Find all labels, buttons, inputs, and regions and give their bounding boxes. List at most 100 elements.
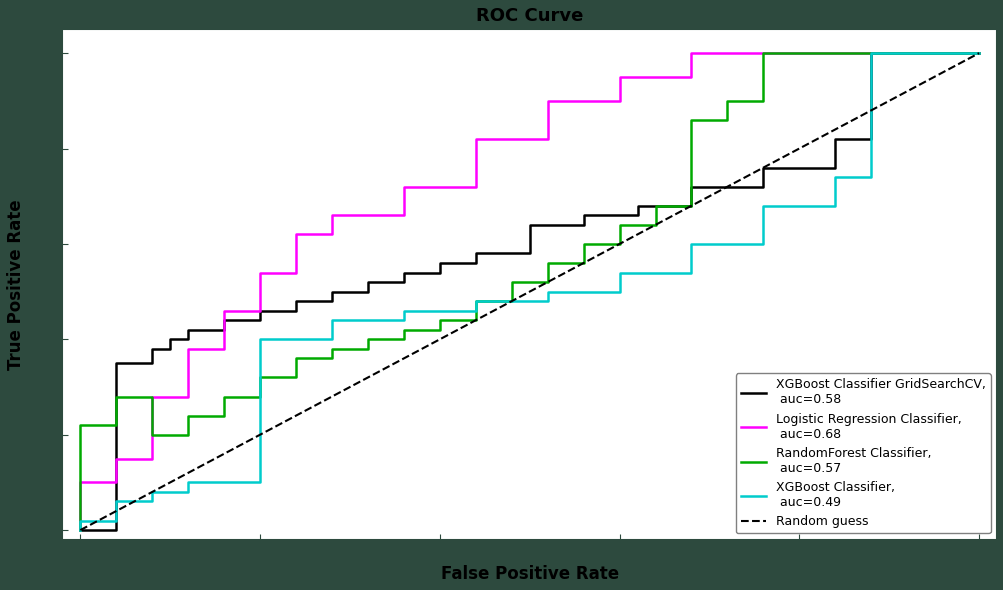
XGBoost Classifier GridSearchCV,
 auc=0.58	[524, 250, 536, 257]
XGBoost Classifier GridSearchCV,
 auc=0.58	[182, 326, 194, 333]
RandomForest Classifier,
 auc=0.57	[326, 355, 338, 362]
XGBoost Classifier GridSearchCV,
 auc=0.58	[254, 317, 266, 324]
RandomForest Classifier,
 auc=0.57	[542, 278, 554, 286]
RandomForest Classifier,
 auc=0.57	[397, 326, 409, 333]
Logistic Regression Classifier,
 auc=0.68	[542, 97, 554, 104]
Title: ROC Curve: ROC Curve	[475, 7, 583, 25]
RandomForest Classifier,
 auc=0.57	[542, 260, 554, 267]
XGBoost Classifier,
 auc=0.49	[542, 297, 554, 304]
XGBoost Classifier GridSearchCV,
 auc=0.58	[164, 345, 177, 352]
XGBoost Classifier GridSearchCV,
 auc=0.58	[577, 221, 589, 228]
Logistic Regression Classifier,
 auc=0.68	[326, 231, 338, 238]
XGBoost Classifier,
 auc=0.49	[865, 173, 877, 181]
RandomForest Classifier,
 auc=0.57	[182, 412, 194, 419]
XGBoost Classifier GridSearchCV,
 auc=0.58	[146, 345, 158, 352]
RandomForest Classifier,
 auc=0.57	[469, 297, 481, 304]
RandomForest Classifier,
 auc=0.57	[649, 221, 661, 228]
XGBoost Classifier,
 auc=0.49	[397, 317, 409, 324]
Logistic Regression Classifier,
 auc=0.68	[146, 455, 158, 462]
XGBoost Classifier GridSearchCV,
 auc=0.58	[361, 278, 373, 286]
XGBoost Classifier,
 auc=0.49	[110, 517, 122, 524]
Logistic Regression Classifier,
 auc=0.68	[613, 73, 625, 80]
XGBoost Classifier GridSearchCV,
 auc=0.58	[433, 260, 445, 267]
XGBoost Classifier GridSearchCV,
 auc=0.58	[290, 297, 302, 304]
XGBoost Classifier GridSearchCV,
 auc=0.58	[74, 526, 86, 533]
Logistic Regression Classifier,
 auc=0.68	[469, 183, 481, 190]
RandomForest Classifier,
 auc=0.57	[110, 422, 122, 429]
Logistic Regression Classifier,
 auc=0.68	[218, 345, 230, 352]
XGBoost Classifier,
 auc=0.49	[146, 489, 158, 496]
RandomForest Classifier,
 auc=0.57	[290, 355, 302, 362]
Logistic Regression Classifier,
 auc=0.68	[326, 212, 338, 219]
RandomForest Classifier,
 auc=0.57	[506, 278, 518, 286]
XGBoost Classifier GridSearchCV,
 auc=0.58	[828, 136, 841, 143]
RandomForest Classifier,
 auc=0.57	[146, 393, 158, 400]
RandomForest Classifier,
 auc=0.57	[218, 393, 230, 400]
RandomForest Classifier,
 auc=0.57	[792, 50, 804, 57]
XGBoost Classifier,
 auc=0.49	[865, 50, 877, 57]
RandomForest Classifier,
 auc=0.57	[290, 374, 302, 381]
RandomForest Classifier,
 auc=0.57	[433, 317, 445, 324]
XGBoost Classifier,
 auc=0.49	[254, 336, 266, 343]
RandomForest Classifier,
 auc=0.57	[721, 97, 733, 104]
Line: XGBoost Classifier,
 auc=0.49: XGBoost Classifier, auc=0.49	[80, 53, 978, 530]
Logistic Regression Classifier,
 auc=0.68	[146, 393, 158, 400]
Logistic Regression Classifier,
 auc=0.68	[972, 50, 984, 57]
XGBoost Classifier GridSearchCV,
 auc=0.58	[182, 336, 194, 343]
XGBoost Classifier GridSearchCV,
 auc=0.58	[397, 278, 409, 286]
RandomForest Classifier,
 auc=0.57	[577, 240, 589, 247]
RandomForest Classifier,
 auc=0.57	[972, 50, 984, 57]
RandomForest Classifier,
 auc=0.57	[361, 336, 373, 343]
XGBoost Classifier,
 auc=0.49	[972, 50, 984, 57]
RandomForest Classifier,
 auc=0.57	[74, 422, 86, 429]
Logistic Regression Classifier,
 auc=0.68	[469, 136, 481, 143]
XGBoost Classifier GridSearchCV,
 auc=0.58	[254, 307, 266, 314]
XGBoost Classifier GridSearchCV,
 auc=0.58	[865, 136, 877, 143]
RandomForest Classifier,
 auc=0.57	[613, 240, 625, 247]
XGBoost Classifier GridSearchCV,
 auc=0.58	[218, 317, 230, 324]
XGBoost Classifier,
 auc=0.49	[756, 202, 768, 209]
XGBoost Classifier GridSearchCV,
 auc=0.58	[685, 202, 697, 209]
XGBoost Classifier,
 auc=0.49	[469, 307, 481, 314]
XGBoost Classifier GridSearchCV,
 auc=0.58	[397, 269, 409, 276]
Logistic Regression Classifier,
 auc=0.68	[397, 212, 409, 219]
Logistic Regression Classifier,
 auc=0.68	[290, 269, 302, 276]
Logistic Regression Classifier,
 auc=0.68	[74, 526, 86, 533]
Logistic Regression Classifier,
 auc=0.68	[110, 479, 122, 486]
XGBoost Classifier,
 auc=0.49	[685, 269, 697, 276]
XGBoost Classifier,
 auc=0.49	[397, 307, 409, 314]
Logistic Regression Classifier,
 auc=0.68	[685, 50, 697, 57]
XGBoost Classifier,
 auc=0.49	[828, 173, 841, 181]
RandomForest Classifier,
 auc=0.57	[433, 326, 445, 333]
XGBoost Classifier GridSearchCV,
 auc=0.58	[865, 50, 877, 57]
Logistic Regression Classifier,
 auc=0.68	[290, 231, 302, 238]
XGBoost Classifier GridSearchCV,
 auc=0.58	[685, 183, 697, 190]
XGBoost Classifier GridSearchCV,
 auc=0.58	[756, 164, 768, 171]
Logistic Regression Classifier,
 auc=0.68	[74, 479, 86, 486]
XGBoost Classifier,
 auc=0.49	[182, 489, 194, 496]
RandomForest Classifier,
 auc=0.57	[613, 221, 625, 228]
XGBoost Classifier GridSearchCV,
 auc=0.58	[972, 50, 984, 57]
RandomForest Classifier,
 auc=0.57	[792, 50, 804, 57]
RandomForest Classifier,
 auc=0.57	[397, 336, 409, 343]
XGBoost Classifier,
 auc=0.49	[756, 240, 768, 247]
XGBoost Classifier GridSearchCV,
 auc=0.58	[146, 360, 158, 367]
Logistic Regression Classifier,
 auc=0.68	[254, 269, 266, 276]
RandomForest Classifier,
 auc=0.57	[649, 202, 661, 209]
XGBoost Classifier GridSearchCV,
 auc=0.58	[469, 260, 481, 267]
RandomForest Classifier,
 auc=0.57	[146, 431, 158, 438]
XGBoost Classifier,
 auc=0.49	[828, 202, 841, 209]
XGBoost Classifier,
 auc=0.49	[469, 297, 481, 304]
Logistic Regression Classifier,
 auc=0.68	[613, 97, 625, 104]
Logistic Regression Classifier,
 auc=0.68	[685, 73, 697, 80]
XGBoost Classifier GridSearchCV,
 auc=0.58	[631, 212, 643, 219]
XGBoost Classifier GridSearchCV,
 auc=0.58	[756, 183, 768, 190]
Logistic Regression Classifier,
 auc=0.68	[721, 50, 733, 57]
Logistic Regression Classifier,
 auc=0.68	[542, 136, 554, 143]
RandomForest Classifier,
 auc=0.57	[577, 260, 589, 267]
XGBoost Classifier GridSearchCV,
 auc=0.58	[828, 164, 841, 171]
Logistic Regression Classifier,
 auc=0.68	[721, 50, 733, 57]
RandomForest Classifier,
 auc=0.57	[685, 202, 697, 209]
XGBoost Classifier,
 auc=0.49	[74, 526, 86, 533]
XGBoost Classifier GridSearchCV,
 auc=0.58	[326, 297, 338, 304]
